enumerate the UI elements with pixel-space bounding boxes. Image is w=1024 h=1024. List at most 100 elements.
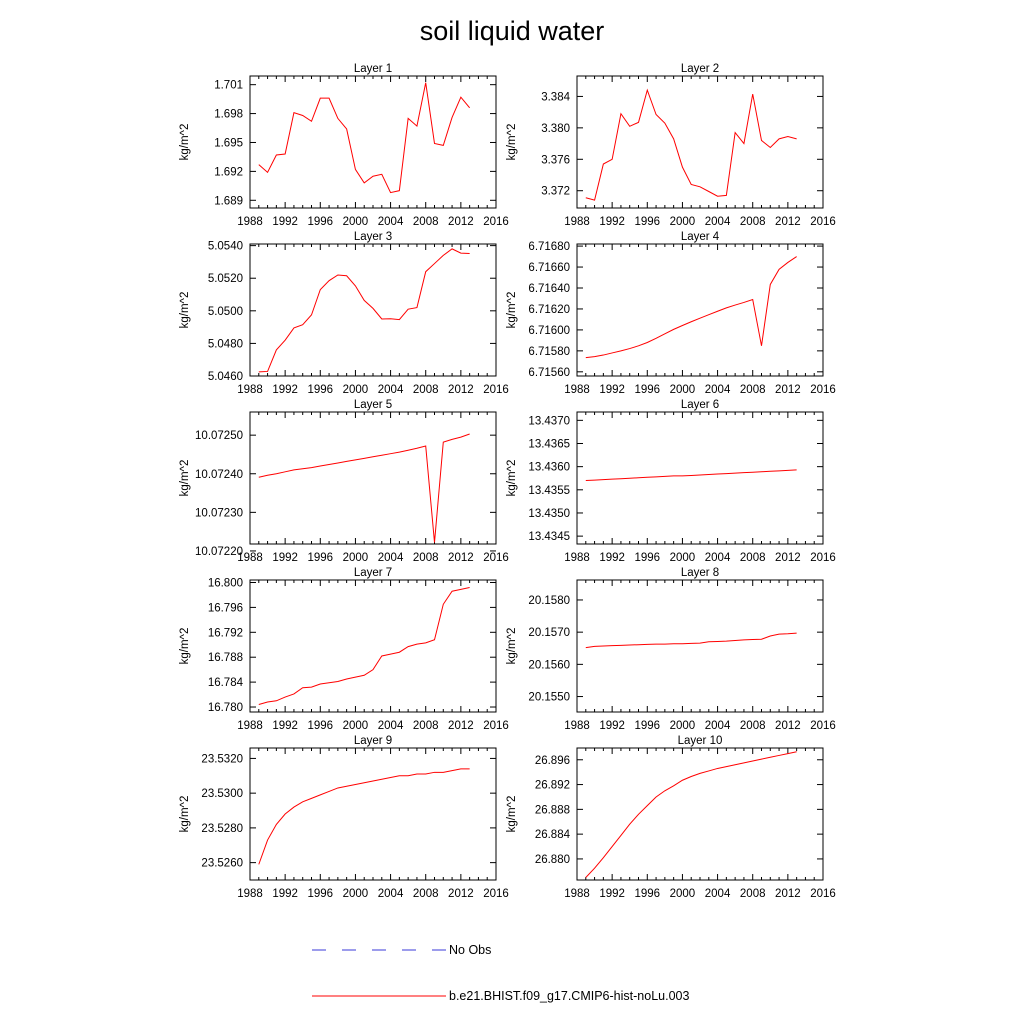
y-tick-label: 16.784 (208, 677, 244, 689)
panel-layer-2: Layer 2 1988 1992 1996 2000 2004 2008 2012 2016 3… (506, 63, 836, 228)
x-tick-label: 2000 (343, 552, 369, 564)
y-tick-label: 1.701 (214, 80, 243, 92)
x-tick-label: 2016 (810, 216, 836, 228)
x-tick-label: 1996 (307, 552, 333, 564)
y-axis-label: kg/m^2 (179, 460, 191, 497)
x-tick-label: 2004 (705, 552, 731, 564)
y-tick-label: 20.1550 (528, 692, 570, 704)
plot-frame (249, 411, 497, 545)
x-tick-label: 2004 (378, 720, 404, 732)
y-tick-label: 23.5300 (201, 788, 243, 800)
x-tick-label: 2000 (343, 888, 369, 900)
x-tick-label: 1988 (564, 888, 590, 900)
panel-title: Layer 2 (681, 63, 719, 75)
x-tick-label: 1992 (599, 552, 625, 564)
x-tick-label: 1996 (307, 216, 333, 228)
series-line-model (585, 88, 797, 201)
x-tick-label: 2000 (670, 384, 696, 396)
plot-frame (576, 75, 824, 209)
legend-label-obs: No Obs (449, 943, 491, 957)
series-line-model (585, 469, 797, 482)
y-tick-label: 6.71680 (528, 241, 570, 253)
y-tick-label: 16.800 (208, 577, 243, 589)
x-tick-label: 1996 (634, 384, 660, 396)
series-line-model (258, 768, 470, 865)
y-tick-label: 6.71580 (528, 346, 570, 358)
panel-layer-3: Layer 3 1988 1992 1996 2000 2004 2008 2012 2016 5… (179, 231, 509, 396)
panel-title: Layer 5 (354, 399, 392, 411)
x-tick-label: 1992 (272, 552, 298, 564)
x-tick-label: 2016 (810, 888, 836, 900)
y-tick-label: 23.5260 (201, 858, 243, 870)
x-tick-label: 1996 (634, 888, 660, 900)
x-tick-label: 2012 (775, 720, 801, 732)
x-tick-label: 1988 (237, 384, 263, 396)
y-tick-label: 3.376 (541, 154, 570, 166)
series-line-model (585, 632, 797, 649)
x-tick-label: 2004 (378, 216, 404, 228)
x-tick-label: 1996 (634, 720, 660, 732)
x-tick-label: 2000 (343, 720, 369, 732)
x-tick-label: 2008 (413, 720, 439, 732)
panel-layer-6: Layer 6 1988 1992 1996 2000 2004 2008 2012 2016 1… (506, 399, 836, 564)
y-tick-label: 1.698 (214, 109, 243, 121)
panels-grid: Layer 1 1988 1992 1996 2000 2004 2008 2012 2016 1… (179, 63, 836, 900)
x-tick-label: 1992 (599, 888, 625, 900)
x-tick-label: 1988 (564, 552, 590, 564)
y-tick-label: 13.4345 (528, 531, 570, 543)
figure-title: soil liquid water (420, 16, 605, 46)
series-line-model (585, 256, 797, 359)
y-axis-label: kg/m^2 (179, 628, 191, 665)
y-tick-label: 20.1570 (528, 627, 570, 639)
x-tick-label: 2016 (810, 720, 836, 732)
x-tick-label: 2008 (413, 384, 439, 396)
panel-title: Layer 4 (681, 231, 720, 243)
x-tick-label: 2004 (705, 216, 731, 228)
x-tick-label: 2008 (413, 888, 439, 900)
x-tick-label: 1992 (272, 888, 298, 900)
x-tick-label: 2000 (670, 720, 696, 732)
x-tick-label: 1992 (272, 384, 298, 396)
panel-title: Layer 3 (354, 231, 392, 243)
x-tick-label: 2016 (483, 552, 509, 564)
y-tick-label: 26.896 (535, 755, 570, 767)
panel-title: Layer 6 (681, 399, 719, 411)
x-tick-label: 1996 (307, 888, 333, 900)
x-tick-label: 2004 (378, 888, 404, 900)
y-tick-label: 16.788 (208, 652, 243, 664)
x-tick-label: 2016 (483, 216, 509, 228)
plot-frame (249, 75, 497, 209)
y-tick-label: 26.892 (535, 780, 570, 792)
y-tick-label: 5.0480 (208, 338, 243, 350)
y-tick-label: 6.71660 (528, 262, 570, 274)
x-tick-label: 1992 (272, 216, 298, 228)
x-tick-label: 2012 (775, 384, 801, 396)
x-tick-label: 2000 (343, 384, 369, 396)
y-tick-label: 1.689 (214, 195, 243, 207)
y-tick-label: 13.4360 (528, 462, 570, 474)
y-tick-label: 26.884 (535, 829, 571, 841)
x-tick-label: 1988 (237, 720, 263, 732)
panel-layer-10: Layer 10 1988 1992 1996 2000 2004 2008 2012 2016… (506, 735, 836, 900)
y-tick-label: 5.0520 (208, 273, 243, 285)
series-line-model (258, 82, 471, 194)
y-axis-label: kg/m^2 (179, 292, 191, 329)
panel-title: Layer 9 (354, 735, 392, 747)
x-tick-label: 2016 (810, 384, 836, 396)
y-tick-label: 5.0500 (208, 306, 243, 318)
x-tick-label: 2016 (810, 552, 836, 564)
y-tick-label: 20.1560 (528, 659, 570, 671)
y-axis-label: kg/m^2 (506, 796, 518, 833)
plot-frame (576, 747, 824, 881)
plot-frame (249, 747, 497, 881)
x-tick-label: 2000 (670, 552, 696, 564)
plot-frame (249, 579, 497, 713)
x-tick-label: 2004 (705, 888, 731, 900)
x-tick-label: 2012 (448, 216, 474, 228)
series-line-model (258, 586, 470, 706)
panel-layer-8: Layer 8 1988 1992 1996 2000 2004 2008 2012 2016 2… (506, 567, 836, 732)
y-tick-label: 10.07240 (195, 469, 243, 481)
y-tick-label: 3.380 (541, 123, 570, 135)
x-tick-label: 1988 (564, 720, 590, 732)
